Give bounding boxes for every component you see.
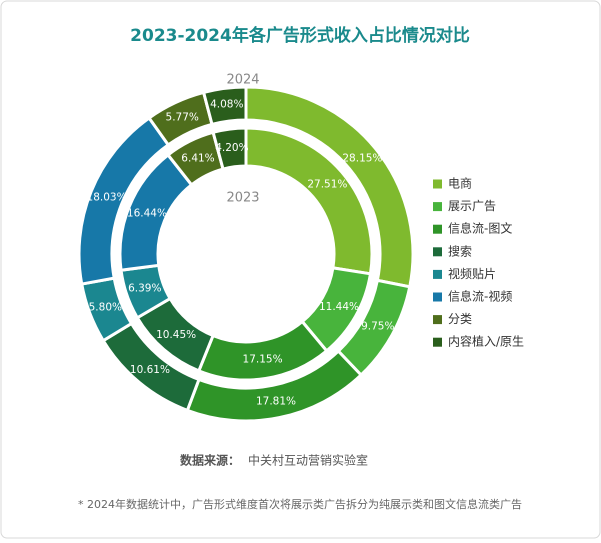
legend-label: 信息流-图文 bbox=[448, 221, 512, 236]
data-label: 11.44% bbox=[319, 301, 359, 313]
legend-marker bbox=[433, 315, 442, 325]
data-label: 17.15% bbox=[243, 354, 283, 366]
legend-label: 电商 bbox=[448, 176, 472, 191]
data-label: 16.44% bbox=[127, 208, 167, 220]
source: 中关村互动营销实验室 bbox=[248, 453, 368, 468]
legend-marker bbox=[433, 202, 442, 212]
data-label: 18.03% bbox=[87, 191, 127, 203]
data-label: 4.20% bbox=[215, 142, 248, 154]
legend-marker bbox=[433, 269, 442, 279]
legend-label: 视频贴片 bbox=[448, 266, 496, 281]
legend-marker bbox=[433, 337, 442, 347]
ring-label: 2023 bbox=[226, 191, 259, 206]
legend-marker bbox=[433, 179, 442, 189]
data-label: 9.75% bbox=[361, 321, 394, 333]
legend-label: 信息流-视频 bbox=[448, 289, 512, 304]
data-label: 10.45% bbox=[156, 329, 196, 341]
footnote: * 2024年数据统计中，广告形式维度首次将展示类广告拆分为纯展示类和图文信息流… bbox=[78, 497, 522, 511]
donut-slice bbox=[211, 126, 248, 171]
legend-marker bbox=[433, 247, 442, 257]
legend-marker bbox=[433, 292, 442, 302]
donut-slice bbox=[201, 85, 248, 127]
source-label: 数据来源： bbox=[180, 453, 240, 468]
data-label: 27.51% bbox=[307, 179, 347, 191]
data-label: 5.77% bbox=[166, 112, 199, 124]
ring-label: 2024 bbox=[226, 73, 259, 88]
data-label: 6.39% bbox=[128, 283, 161, 295]
data-label: 28.15% bbox=[342, 153, 382, 165]
legend-label: 搜索 bbox=[448, 243, 472, 258]
legend-label: 分类 bbox=[448, 312, 472, 326]
data-label: 6.41% bbox=[181, 152, 214, 164]
legend-label: 内容植入/原生 bbox=[448, 334, 524, 349]
data-label: 10.61% bbox=[130, 364, 170, 376]
data-label: 4.08% bbox=[210, 99, 243, 111]
data-label: 5.80% bbox=[89, 301, 122, 313]
chart-title: 2023-2024年各广告形式收入占比情况对比 bbox=[130, 25, 470, 46]
legend-marker bbox=[433, 224, 442, 234]
legend-label: 展示广告 bbox=[448, 199, 496, 213]
data-label: 17.81% bbox=[256, 395, 296, 407]
